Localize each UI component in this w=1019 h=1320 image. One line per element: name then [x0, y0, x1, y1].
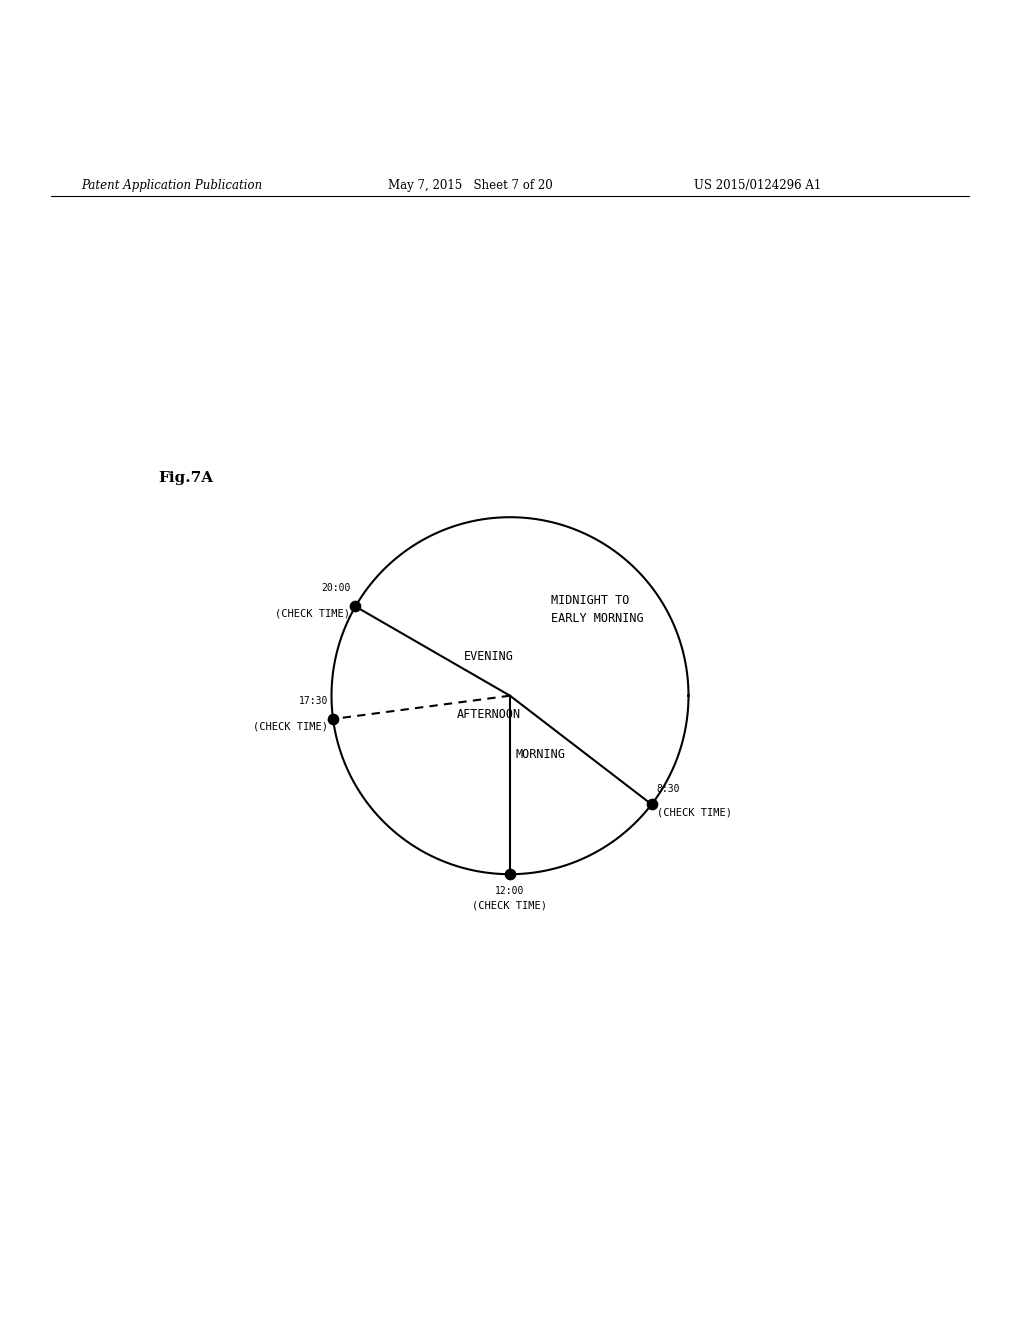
Text: (CHECK TIME): (CHECK TIME)	[275, 609, 350, 619]
Point	[324, 709, 340, 730]
Text: May 7, 2015   Sheet 7 of 20: May 7, 2015 Sheet 7 of 20	[387, 178, 552, 191]
Text: MIDNIGHT TO
EARLY MORNING: MIDNIGHT TO EARLY MORNING	[550, 594, 643, 624]
Text: 20:00: 20:00	[321, 583, 350, 593]
Text: US 2015/0124296 A1: US 2015/0124296 A1	[693, 178, 820, 191]
Text: Fig.7A: Fig.7A	[158, 471, 213, 486]
Text: 8:30: 8:30	[656, 784, 680, 795]
Text: MORNING: MORNING	[515, 748, 565, 762]
Text: AFTERNOON: AFTERNOON	[457, 708, 521, 721]
Text: Patent Application Publication: Patent Application Publication	[82, 178, 263, 191]
Text: (CHECK TIME): (CHECK TIME)	[253, 721, 327, 731]
Text: (CHECK TIME): (CHECK TIME)	[656, 808, 731, 817]
Text: (CHECK TIME): (CHECK TIME)	[472, 900, 547, 911]
Text: 12:00: 12:00	[495, 887, 524, 896]
Point	[346, 595, 363, 616]
Text: EVENING: EVENING	[464, 651, 514, 664]
Point	[501, 863, 518, 884]
Point	[643, 793, 659, 814]
Text: 17:30: 17:30	[299, 696, 327, 706]
